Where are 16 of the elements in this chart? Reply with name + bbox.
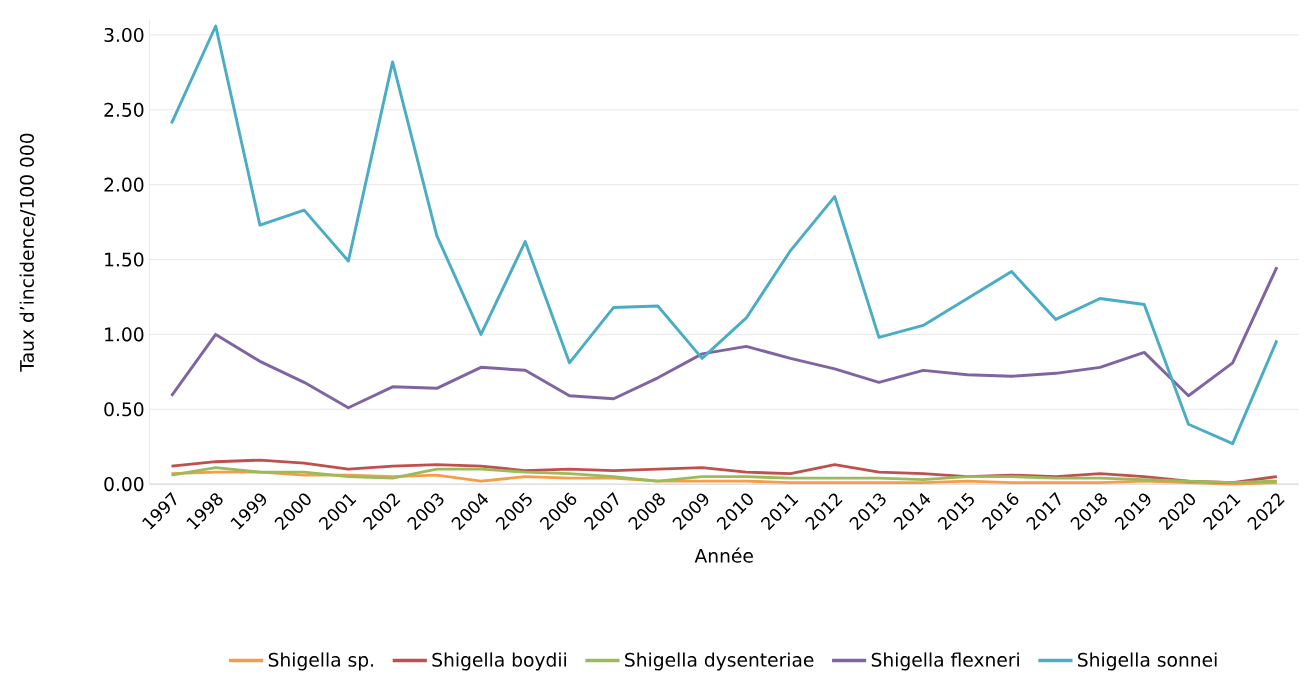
y-tick-label: 2.50 [104,102,144,117]
legend-label: Shigella dysenteriae [625,652,814,671]
y-tick-label: 0.50 [104,402,144,417]
legend-label: Shigella boydii [432,652,566,671]
y-tick-label: 1.50 [105,252,144,267]
y-tick-label: 2.00 [104,177,144,192]
legend-label: Shigella sonnei [1078,652,1217,671]
line-series [170,24,1279,446]
y-tick-label: 3.00 [104,27,144,43]
y-axis-title: Taux d’incidence/100 000 [19,133,36,372]
y-tick-label: 1.00 [105,327,144,342]
legend-label: Shigella flexneri [871,652,1019,671]
x-axis-title: Année [694,547,753,563]
line-series [170,265,1279,410]
legend-label: Shigella sp. [268,652,374,671]
y-tick-label: 0.00 [104,477,144,492]
